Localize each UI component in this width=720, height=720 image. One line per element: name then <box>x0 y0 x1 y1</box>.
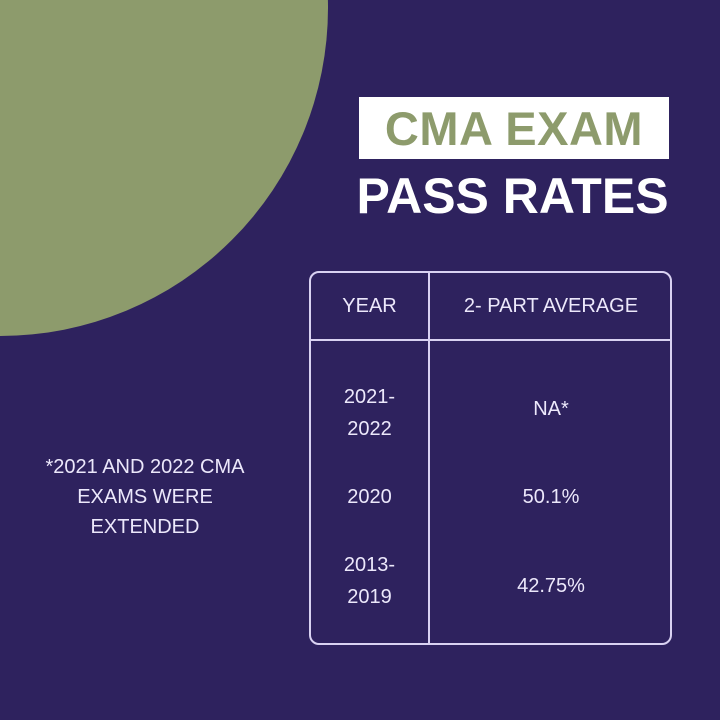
title-highlight-box: CMA EXAM <box>359 97 669 159</box>
footnote-line-1: *2021 AND 2022 CMA <box>45 456 245 478</box>
footnote-line-3: EXTENDED <box>90 516 200 538</box>
column-divider <box>428 273 430 643</box>
header-year: YEAR <box>342 295 397 317</box>
title-line-2: PASS RATES <box>356 168 669 224</box>
row-2-year: 2020 <box>347 486 392 508</box>
row-1-year-line1: 2021- <box>343 386 396 408</box>
row-3-year-line2: 2019 <box>347 586 392 608</box>
pass-rates-table: YEAR 2- PART AVERAGE 2021- 2022 NA* 2020… <box>309 271 672 645</box>
row-3-value: 42.75% <box>517 575 585 597</box>
row-1-year-line2: 2022 <box>347 418 392 440</box>
row-3-year-line1: 2013- <box>343 554 396 576</box>
footnote-line-2: EXAMS WERE <box>77 486 213 508</box>
row-1-value: NA* <box>533 398 569 420</box>
row-1-year: 2021- 2022 <box>311 381 428 445</box>
row-2-value: 50.1% <box>522 486 580 508</box>
header-divider <box>311 339 670 341</box>
title-line-1: CMA EXAM <box>384 101 644 155</box>
row-3-year: 2013- 2019 <box>311 549 428 613</box>
header-average: 2- PART AVERAGE <box>463 295 639 317</box>
decorative-circle <box>0 0 328 336</box>
footnote: *2021 AND 2022 CMA EXAMS WERE EXTENDED <box>0 452 290 542</box>
